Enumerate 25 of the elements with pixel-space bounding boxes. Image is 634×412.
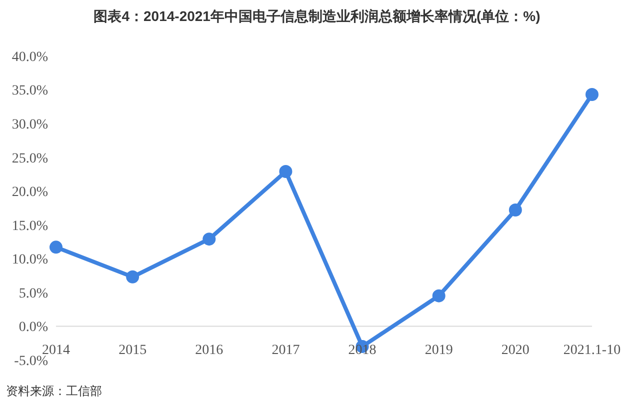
y-tick-label: 20.0%	[12, 185, 48, 200]
point	[279, 165, 292, 178]
point	[508, 204, 522, 217]
x-tick-label: 2017	[272, 342, 300, 358]
y-tick-label: 0.0%	[18, 320, 48, 336]
x-tick-label: 2018	[348, 342, 376, 358]
y-tick-label: 30.0%	[12, 118, 48, 133]
y-tick-label: 10.0%	[12, 252, 48, 268]
point	[50, 240, 62, 254]
point	[586, 88, 598, 102]
x-tick-label: 2015	[118, 342, 147, 358]
x-tick-label: 2019	[424, 342, 453, 358]
y-tick-label: 5.0%	[18, 286, 48, 302]
y-tick-label: 25.0%	[12, 151, 48, 166]
y-tick-label: 35.0%	[12, 84, 48, 99]
text: 资料来源：工信部	[6, 383, 102, 400]
chart-title: 图表4：2014-2021年中国电子信息制造业利润总额增长率情况(单位：%)	[92, 8, 542, 26]
point	[432, 289, 446, 302]
point	[126, 270, 140, 284]
y-tick-label: 40.0%	[12, 50, 48, 65]
point	[202, 232, 216, 246]
x-tick-label: 2020	[501, 342, 530, 358]
y-tick-label: 15.0%	[12, 218, 48, 234]
x-tick-label: 2016	[195, 342, 224, 358]
x-tick-label: 2021.1-10	[563, 342, 621, 358]
